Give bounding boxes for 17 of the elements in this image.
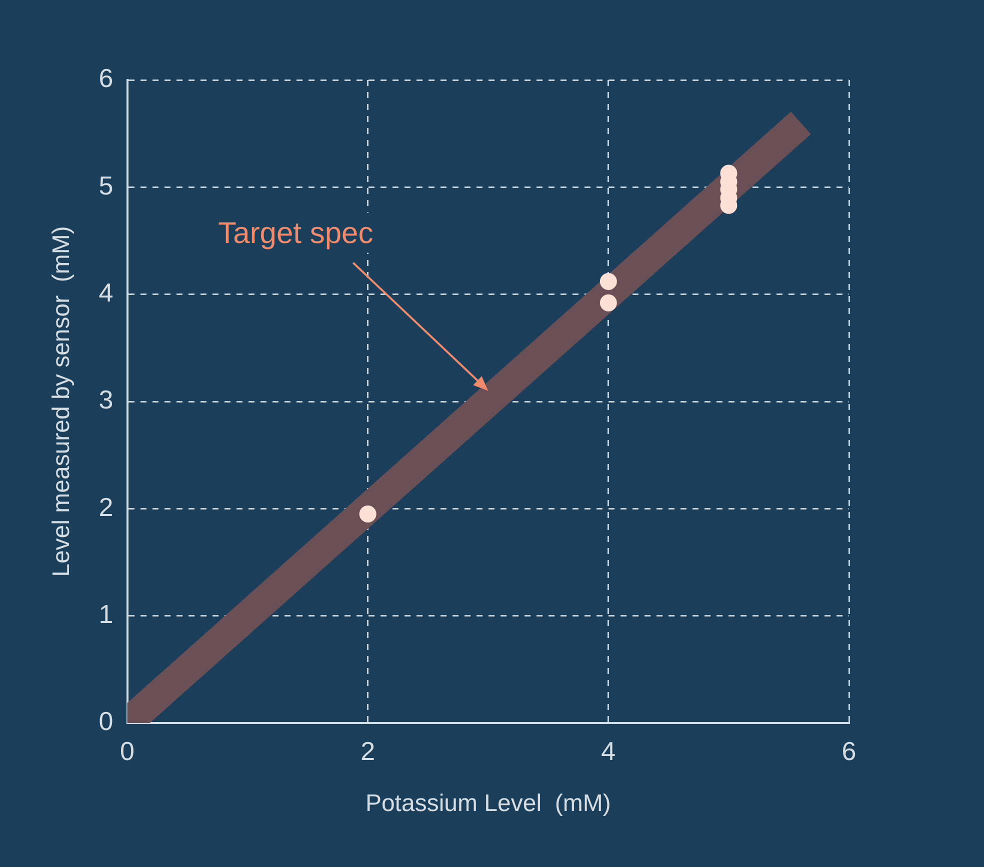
annotation: Target spec [218, 216, 374, 250]
x-tick-label: 6 [842, 736, 856, 766]
x-axis-title: Potassium Level (mM) [365, 790, 611, 818]
point [600, 294, 617, 312]
y-tick-label: 2 [98, 492, 114, 522]
x-tick-label: 4 [601, 736, 616, 766]
y-tick-label: 1 [98, 599, 114, 630]
point [359, 506, 376, 523]
y-tick-label: 6 [98, 63, 114, 94]
y-tick-label: 5 [98, 170, 114, 200]
x-tick-label: 2 [360, 736, 376, 766]
y-tick-label: 4 [98, 278, 114, 308]
y-tick-label: 0 [98, 706, 114, 736]
y-axis-title: Level measured by sensor (mM) [48, 226, 76, 577]
point [600, 272, 617, 290]
y-tick-label: 3 [98, 384, 114, 415]
x-tick-label: 0 [120, 736, 134, 766]
